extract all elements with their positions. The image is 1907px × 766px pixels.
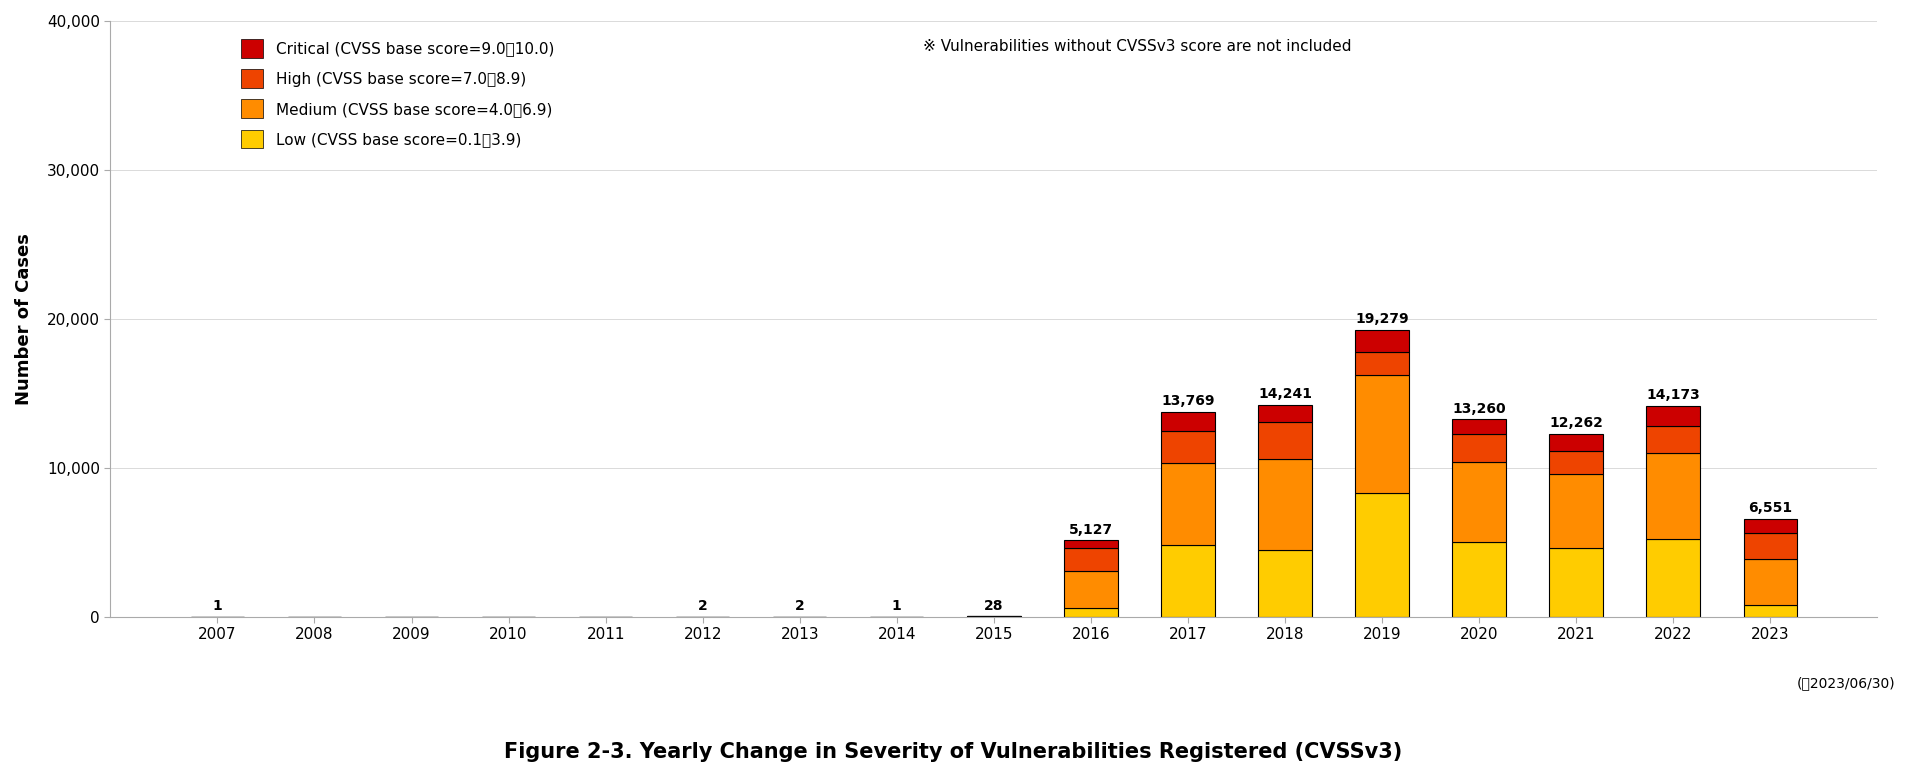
Bar	[1161, 411, 1215, 430]
Bar	[1161, 463, 1215, 545]
Text: 19,279: 19,279	[1356, 312, 1409, 326]
Bar	[1453, 419, 1507, 434]
Text: 14,173: 14,173	[1646, 388, 1699, 402]
Text: 5,127: 5,127	[1068, 522, 1114, 537]
Text: Figure 2-3. Yearly Change in Severity of Vulnerabilities Registered (CVSSv3): Figure 2-3. Yearly Change in Severity of…	[503, 742, 1404, 762]
Bar	[1064, 540, 1118, 548]
Bar	[1646, 406, 1699, 426]
Bar	[1646, 426, 1699, 453]
Y-axis label: Number of Cases: Number of Cases	[15, 233, 32, 404]
Bar	[1259, 404, 1312, 421]
Text: 12,262: 12,262	[1548, 417, 1604, 430]
Bar	[1743, 605, 1796, 617]
Bar	[1453, 462, 1507, 542]
Bar	[1743, 519, 1796, 533]
Bar	[1356, 329, 1409, 352]
Text: (～2023/06/30): (～2023/06/30)	[1796, 676, 1896, 690]
Text: 13,769: 13,769	[1161, 394, 1215, 408]
Bar	[1259, 421, 1312, 459]
Legend: Critical (CVSS base score=9.0～10.0), High (CVSS base score=7.0～8.9), Medium (CVS: Critical (CVSS base score=9.0～10.0), Hig…	[233, 31, 563, 155]
Bar	[1064, 607, 1118, 617]
Bar	[1646, 539, 1699, 617]
Bar	[1356, 493, 1409, 617]
Bar	[1161, 430, 1215, 463]
Bar	[1453, 434, 1507, 462]
Bar	[1356, 375, 1409, 493]
Bar	[1548, 548, 1602, 617]
Bar	[1259, 459, 1312, 550]
Text: 6,551: 6,551	[1749, 502, 1793, 516]
Bar	[1161, 545, 1215, 617]
Bar	[1356, 352, 1409, 375]
Bar	[1743, 533, 1796, 558]
Bar	[1548, 434, 1602, 451]
Bar	[1453, 542, 1507, 617]
Text: 28: 28	[984, 598, 1003, 613]
Bar	[1548, 473, 1602, 548]
Text: 2: 2	[795, 599, 805, 613]
Bar	[1064, 571, 1118, 607]
Bar	[1646, 453, 1699, 539]
Text: 14,241: 14,241	[1259, 387, 1312, 401]
Bar	[1259, 550, 1312, 617]
Text: 1: 1	[892, 599, 902, 613]
Text: 2: 2	[698, 599, 707, 613]
Bar	[1743, 558, 1796, 605]
Text: ※ Vulnerabilities without CVSSv3 score are not included: ※ Vulnerabilities without CVSSv3 score a…	[923, 39, 1352, 54]
Text: 13,260: 13,260	[1453, 401, 1507, 415]
Bar	[1548, 451, 1602, 473]
Bar	[1064, 548, 1118, 571]
Text: 1: 1	[212, 599, 223, 613]
